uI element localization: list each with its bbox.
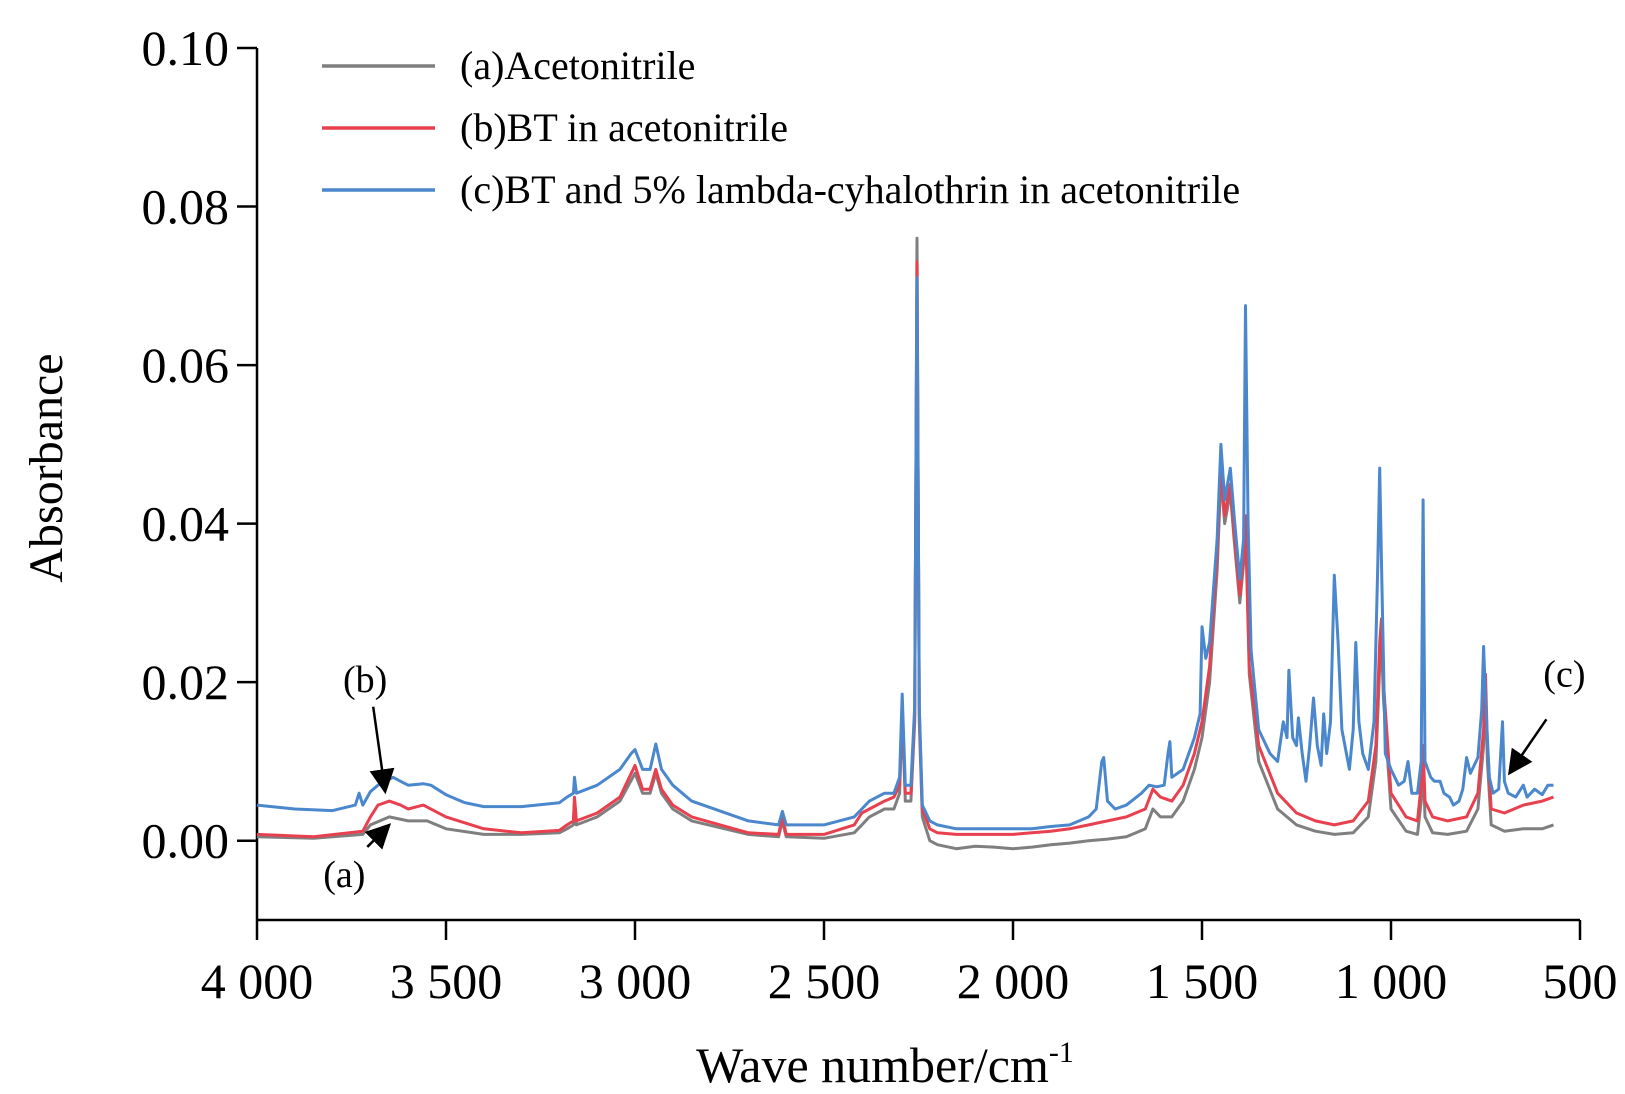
y-tick-label: 0.02 xyxy=(142,654,230,710)
legend-entry-1: (b)BT in acetonitrile xyxy=(460,105,788,150)
series-layer xyxy=(256,236,1555,851)
annotation-arrow-2 xyxy=(1507,718,1548,776)
legend: (a)Acetonitrile (b)BT in acetonitrile (c)B… xyxy=(322,43,1240,212)
x-tick-label: 3 500 xyxy=(390,953,503,1009)
annotations: (b) (a) (c) xyxy=(323,653,1585,896)
annotation-label-0: (b) xyxy=(343,659,387,701)
x-axis-label: Wave number/cm-1 xyxy=(696,1036,1074,1093)
y-tick-label: 0.04 xyxy=(142,496,230,552)
annotation-arrow-1 xyxy=(364,823,392,850)
x-tick-label: 500 xyxy=(1543,953,1618,1009)
y-tick-label: 0.10 xyxy=(142,20,230,76)
x-tick-label: 3 000 xyxy=(579,953,692,1009)
axes: 0.00 0.02 0.04 0.06 0.08 0.10 4 000 3 500 3 000 2… xyxy=(142,20,1618,1009)
series-line-2 xyxy=(256,276,1554,831)
x-tick-label: 2 000 xyxy=(957,953,1070,1009)
annotation-label-1: (a) xyxy=(323,854,365,896)
x-axis-label-main: Wave number/cm xyxy=(696,1037,1049,1093)
annotation-label-2: (c) xyxy=(1543,653,1585,695)
y-tick-label: 0.06 xyxy=(142,337,230,393)
x-tick-label: 4 000 xyxy=(201,953,314,1009)
y-tick-label: 0.08 xyxy=(142,179,230,235)
series-line-0 xyxy=(256,236,1554,851)
legend-entry-2: (c)BT and 5% lambda-cyhalothrin in aceto… xyxy=(460,167,1240,212)
y-tick-label: 0.00 xyxy=(142,813,230,869)
x-tick-label: 1 000 xyxy=(1335,953,1448,1009)
x-axis-label-superscript: -1 xyxy=(1049,1036,1074,1069)
legend-entry-0: (a)Acetonitrile xyxy=(460,43,695,88)
y-axis-label: Absorbance xyxy=(20,353,73,582)
series-line-1 xyxy=(256,260,1555,839)
x-tick-label: 1 500 xyxy=(1146,953,1259,1009)
x-tick-label: 2 500 xyxy=(768,953,881,1009)
annotation-arrow-0 xyxy=(369,706,395,795)
